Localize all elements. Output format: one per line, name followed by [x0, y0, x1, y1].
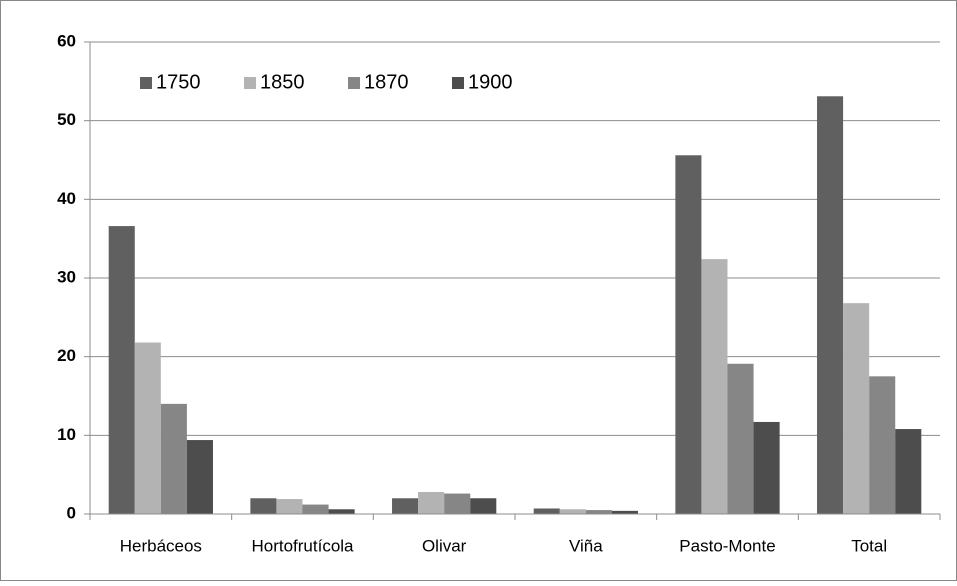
y-tick-label: 40 — [57, 189, 76, 208]
bar — [753, 421, 780, 514]
bar — [392, 498, 419, 514]
y-tick-label: 30 — [57, 267, 76, 286]
bar — [108, 226, 135, 514]
legend-swatch — [348, 77, 360, 89]
bar — [186, 440, 213, 514]
bar — [675, 155, 702, 514]
y-tick-label: 60 — [57, 31, 76, 50]
x-tick-label: Viña — [569, 536, 603, 555]
y-tick-label: 10 — [57, 425, 76, 444]
y-tick-label: 50 — [57, 110, 76, 129]
bar — [250, 498, 277, 514]
bar — [843, 303, 870, 514]
bar — [817, 96, 844, 514]
legend-label: 1900 — [468, 71, 513, 93]
x-tick-label: Total — [851, 536, 887, 555]
bar — [701, 259, 728, 514]
legend-label: 1850 — [260, 71, 305, 93]
x-tick-label: Hortofrutícola — [251, 536, 354, 555]
bar — [444, 493, 471, 514]
bar — [895, 429, 922, 514]
y-tick-label: 0 — [67, 503, 76, 522]
bar — [585, 510, 612, 514]
legend-swatch — [244, 77, 256, 89]
x-tick-label: Herbáceos — [120, 536, 202, 555]
bar — [869, 376, 896, 514]
bar — [727, 363, 754, 514]
bar — [160, 403, 187, 514]
legend-label: 1750 — [156, 71, 201, 93]
bar — [134, 342, 161, 514]
x-tick-label: Olivar — [422, 536, 467, 555]
bar — [418, 491, 445, 514]
bar — [559, 509, 586, 514]
bar — [533, 508, 560, 514]
y-tick-label: 20 — [57, 346, 76, 365]
bar — [470, 498, 497, 514]
legend-label: 1870 — [364, 71, 409, 93]
bar — [302, 504, 329, 514]
x-tick-label: Pasto-Monte — [679, 536, 775, 555]
bar — [328, 509, 355, 514]
legend-swatch — [140, 77, 152, 89]
legend-swatch — [452, 77, 464, 89]
bar — [276, 499, 303, 514]
bar — [611, 510, 638, 514]
